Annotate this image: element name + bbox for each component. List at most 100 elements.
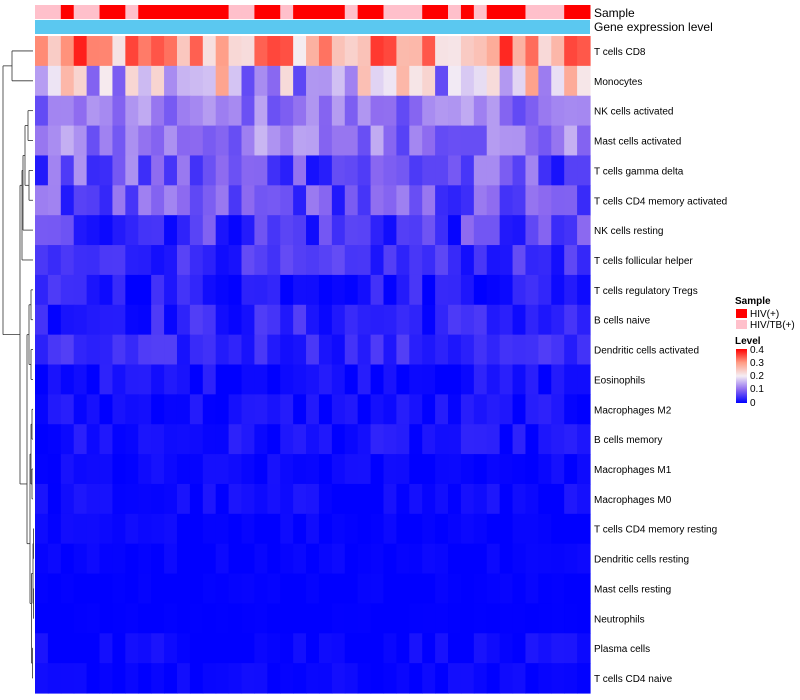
heatmap-cell bbox=[422, 95, 436, 127]
heatmap-cell bbox=[486, 543, 501, 575]
heatmap-cell bbox=[47, 454, 62, 485]
heatmap-cell bbox=[73, 573, 88, 605]
heatmap-cell bbox=[254, 364, 268, 395]
heatmap-cell bbox=[241, 125, 256, 157]
heatmap-cell bbox=[357, 185, 372, 216]
heatmap-cell bbox=[73, 603, 88, 634]
heatmap-cell bbox=[254, 155, 268, 186]
heatmap-cell bbox=[267, 125, 281, 157]
heatmap-cell bbox=[202, 573, 217, 605]
heatmap-cell bbox=[422, 483, 436, 515]
heatmap-cell bbox=[189, 424, 204, 455]
heatmap-cell bbox=[293, 543, 307, 575]
heatmap-cell bbox=[396, 36, 410, 67]
heatmap-cell bbox=[344, 334, 359, 366]
heatmap-cell bbox=[176, 65, 191, 97]
heatmap-cell bbox=[564, 245, 578, 276]
sample-annotation-cell bbox=[525, 5, 539, 19]
heatmap-cell bbox=[357, 454, 372, 485]
heatmap-cell bbox=[577, 245, 591, 276]
heatmap-cell bbox=[577, 304, 591, 336]
heatmap-cell bbox=[564, 155, 578, 186]
heatmap-cell bbox=[86, 663, 101, 694]
heatmap-cell bbox=[396, 513, 410, 545]
heatmap-cell bbox=[422, 603, 436, 634]
heatmap-cell bbox=[357, 543, 372, 575]
heatmap-cell bbox=[344, 215, 359, 246]
heatmap-cell bbox=[512, 185, 527, 216]
heatmap-cell bbox=[254, 125, 268, 157]
heatmap-cell bbox=[164, 155, 178, 186]
heatmap-cell bbox=[73, 125, 88, 157]
heatmap-cell bbox=[215, 274, 230, 306]
sample-annotation-cell bbox=[473, 5, 488, 19]
heatmap-cell bbox=[538, 155, 552, 186]
heatmap-cell bbox=[254, 36, 268, 67]
heatmap-cell bbox=[241, 36, 256, 67]
heatmap-cell bbox=[357, 304, 372, 336]
heatmap-cell bbox=[293, 36, 307, 67]
heatmap-cell bbox=[280, 454, 294, 485]
heatmap-cell bbox=[370, 245, 385, 276]
heatmap-cell bbox=[35, 185, 49, 216]
heatmap-cell bbox=[215, 603, 230, 634]
heatmap-cell bbox=[267, 394, 281, 425]
heatmap-cell bbox=[577, 364, 591, 395]
heatmap-cell bbox=[164, 543, 178, 575]
heatmap-cell bbox=[47, 543, 62, 575]
heatmap-cell bbox=[241, 573, 256, 605]
heatmap-cell bbox=[564, 95, 578, 127]
heatmap-cell bbox=[112, 454, 126, 485]
heatmap-cell bbox=[357, 483, 372, 515]
heatmap-cell bbox=[344, 65, 359, 97]
heatmap-cell bbox=[318, 454, 333, 485]
heatmap-cell bbox=[344, 36, 359, 67]
heatmap-cell bbox=[344, 274, 359, 306]
heatmap-cell bbox=[318, 603, 333, 634]
heatmap-cell bbox=[176, 245, 191, 276]
heatmap-cell bbox=[422, 364, 436, 395]
heatmap-cell bbox=[241, 245, 256, 276]
heatmap-cell bbox=[176, 633, 191, 664]
heatmap-cell bbox=[306, 125, 320, 157]
heatmap-cell bbox=[486, 95, 501, 127]
heatmap-cell bbox=[486, 215, 501, 246]
heatmap-cell bbox=[473, 513, 488, 545]
heatmap-cell bbox=[331, 364, 346, 395]
heatmap-cell bbox=[125, 65, 139, 97]
heatmap-cell bbox=[99, 543, 114, 575]
heatmap-cell bbox=[176, 663, 191, 694]
heatmap-cell bbox=[73, 483, 88, 515]
heatmap-cell bbox=[396, 394, 410, 425]
heatmap-cell bbox=[267, 364, 281, 395]
sample-annotation-cell bbox=[409, 5, 423, 19]
heatmap-cell bbox=[512, 603, 527, 634]
heatmap-cell bbox=[125, 573, 139, 605]
heatmap-cell bbox=[422, 125, 436, 157]
heatmap-cell bbox=[99, 364, 114, 395]
heatmap-cell bbox=[280, 215, 294, 246]
heatmap-cell bbox=[267, 155, 281, 186]
heatmap-cell bbox=[551, 454, 565, 485]
heatmap-cell bbox=[254, 304, 268, 336]
heatmap-cell bbox=[383, 394, 397, 425]
heatmap-cell bbox=[448, 364, 462, 395]
sample-annotation-cell bbox=[383, 5, 397, 19]
heatmap-cell bbox=[138, 603, 152, 634]
heatmap-cell bbox=[293, 245, 307, 276]
heatmap-cell bbox=[383, 364, 397, 395]
heatmap-cell bbox=[435, 65, 449, 97]
sample-annotation-cell bbox=[164, 5, 178, 19]
heatmap-cell bbox=[512, 65, 527, 97]
heatmap-cell bbox=[35, 663, 49, 694]
heatmap-cell bbox=[151, 543, 165, 575]
heatmap-cell bbox=[138, 36, 152, 67]
heatmap-cell bbox=[60, 454, 75, 485]
heatmap-cell bbox=[344, 95, 359, 127]
heatmap-cell bbox=[112, 185, 126, 216]
heatmap-cell bbox=[409, 95, 423, 127]
heatmap-cell bbox=[422, 633, 436, 664]
heatmap-cell bbox=[499, 215, 514, 246]
legend-swatch-hiv bbox=[736, 309, 747, 318]
heatmap-cell bbox=[73, 334, 88, 366]
